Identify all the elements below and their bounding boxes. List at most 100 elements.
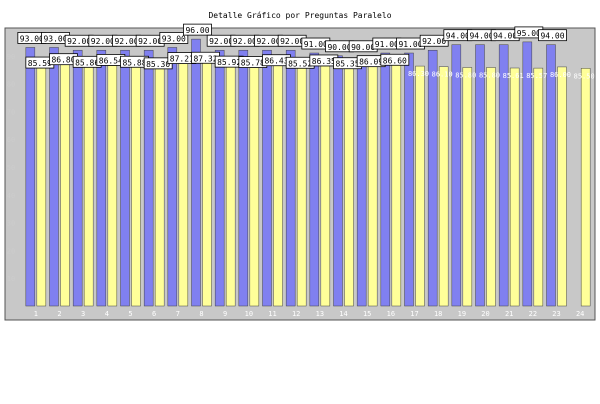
bar-series-2 (61, 65, 70, 306)
bar-series-2 (226, 67, 235, 306)
x-tick-label: 15 (363, 310, 371, 318)
data-label-series-1: 92.00 (91, 37, 115, 46)
bar-series-1 (144, 50, 153, 306)
x-tick-label: 10 (245, 310, 253, 318)
bar-series-1 (381, 53, 390, 306)
data-label-series-2: 85.50 (574, 72, 595, 80)
bar-series-2 (345, 69, 354, 306)
y-tick-label: 40 (7, 192, 15, 200)
bar-series-2 (463, 67, 472, 306)
y-tick-label: 50 (7, 164, 15, 172)
data-label-series-2: 85.92 (217, 58, 241, 67)
x-tick-label: 14 (339, 310, 347, 318)
x-tick-label: 9 (223, 310, 227, 318)
data-label-series-2: 85.52 (288, 59, 312, 68)
data-label-series-2: 86.54 (99, 56, 123, 65)
bar-series-1 (428, 50, 437, 306)
data-label-series-1: 92.00 (209, 37, 233, 46)
data-label-series-2: 86.30 (408, 70, 429, 78)
data-label-series-1: 92.00 (422, 37, 446, 46)
data-label-series-2: 85.80 (455, 71, 476, 79)
x-tick-label: 5 (128, 310, 132, 318)
data-label-series-2: 86.00 (550, 71, 571, 79)
data-label-series-1: 92.00 (280, 37, 304, 46)
bar-series-2 (558, 67, 567, 306)
data-label-series-2: 86.60 (383, 56, 407, 65)
bar-series-2 (581, 68, 590, 306)
data-label-series-1: 90.00 (327, 43, 351, 52)
data-label-series-2: 87.32 (193, 54, 217, 63)
bar-series-1 (523, 42, 532, 306)
bar-series-2 (250, 68, 259, 306)
data-label-series-1: 94.00 (446, 32, 470, 41)
x-tick-label: 2 (57, 310, 61, 318)
x-tick-label: 24 (576, 310, 584, 318)
bar-series-2 (203, 63, 212, 306)
y-tick-label: 90 (7, 53, 15, 61)
data-label-series-1: 91.00 (375, 40, 399, 49)
bar-series-1 (50, 47, 59, 306)
bar-series-1 (452, 45, 461, 306)
x-tick-label: 16 (387, 310, 395, 318)
data-label-series-2: 85.78 (241, 59, 265, 68)
data-label-series-2: 85.80 (479, 71, 500, 79)
x-tick-label: 8 (199, 310, 203, 318)
bar-series-1 (26, 47, 35, 306)
data-label-series-2: 87.21 (170, 55, 194, 64)
bar-series-1 (405, 53, 414, 306)
x-tick-label: 11 (268, 310, 276, 318)
bar-series-1 (192, 39, 201, 306)
data-label-series-2: 85.61 (503, 72, 524, 80)
bar-series-2 (179, 64, 188, 306)
x-tick-label: 22 (529, 310, 537, 318)
data-label-series-1: 90.00 (351, 43, 375, 52)
chart-title: Detalle Gráfico por Preguntas Paralelo (208, 11, 391, 20)
data-label-series-1: 92.00 (114, 37, 138, 46)
bar-series-2 (108, 65, 117, 306)
x-tick-label: 23 (552, 310, 560, 318)
x-tick-label: 21 (505, 310, 513, 318)
data-label-series-1: 92.00 (67, 37, 91, 46)
data-label-series-2: 86.43 (264, 57, 288, 66)
data-label-series-1: 94.00 (540, 32, 564, 41)
y-tick-label: 10 (7, 275, 15, 283)
bar-series-2 (439, 67, 448, 306)
bar-series-2 (84, 67, 93, 306)
data-label-series-2: 86.80 (51, 56, 75, 65)
bar-series-1 (286, 50, 295, 306)
data-label-series-1: 96.00 (185, 26, 209, 35)
x-tick-label: 17 (410, 310, 418, 318)
bar-series-1 (215, 50, 224, 306)
bar-series-1 (334, 56, 343, 306)
bar-series-1 (239, 50, 248, 306)
data-label-series-1: 94.00 (469, 32, 493, 41)
bar-series-2 (321, 66, 330, 306)
data-label-series-1: 93.00 (20, 34, 44, 43)
bar-series-1 (168, 47, 177, 306)
x-tick-label: 3 (81, 310, 85, 318)
bar-series-2 (132, 67, 141, 306)
data-label-series-1: 93.00 (43, 34, 67, 43)
bar-series-2 (534, 68, 543, 306)
bar-series-2 (155, 69, 164, 306)
bar-series-2 (297, 68, 306, 306)
bar-series-1 (357, 56, 366, 306)
x-tick-label: 18 (434, 310, 442, 318)
bar-series-2 (487, 67, 496, 306)
y-tick-label: 60 (7, 136, 15, 144)
data-label-series-2: 86.10 (432, 71, 453, 79)
bar-series-1 (310, 53, 319, 306)
bar-series-1 (263, 50, 272, 306)
x-tick-label: 12 (292, 310, 300, 318)
bar-series-2 (37, 68, 46, 306)
y-tick-label: 20 (7, 247, 15, 255)
data-label-series-2: 85.88 (122, 58, 146, 67)
data-label-series-2: 85.30 (146, 60, 170, 69)
bar-series-1 (73, 50, 82, 306)
data-label-series-1: 93.00 (162, 34, 186, 43)
data-label-series-1: 95.00 (517, 29, 541, 38)
x-tick-label: 1 (34, 310, 38, 318)
bar-series-1 (499, 45, 508, 306)
data-label-series-2: 85.57 (526, 72, 547, 80)
